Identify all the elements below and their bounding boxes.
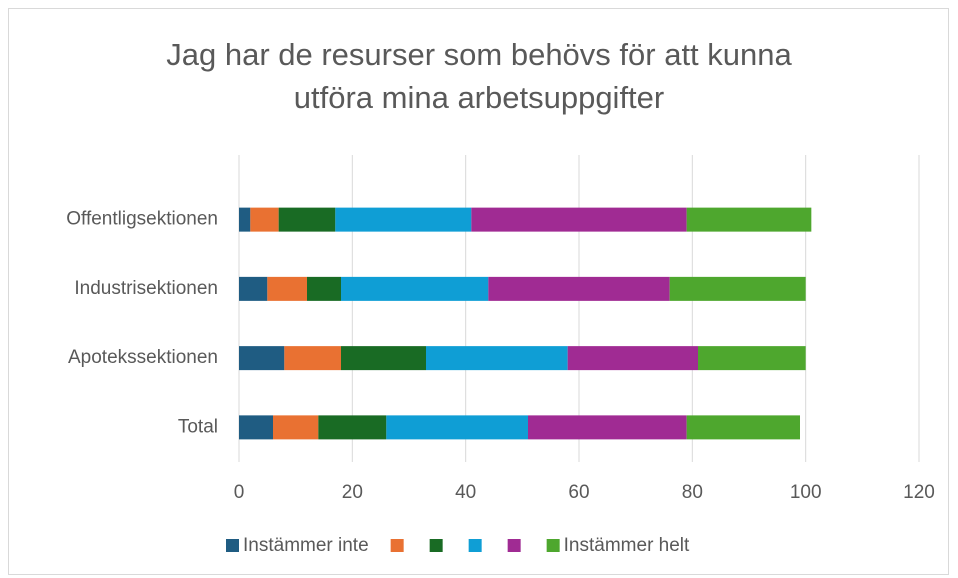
bar-segment bbox=[239, 346, 285, 371]
bar-segment bbox=[250, 207, 279, 232]
y-tick-label: Industrisektionen bbox=[74, 278, 218, 299]
bar-segment bbox=[528, 415, 687, 440]
y-tick-label: Offentligsektionen bbox=[66, 209, 218, 230]
bar-segment bbox=[267, 276, 307, 301]
x-tick-label: 40 bbox=[455, 482, 476, 503]
bar-segment bbox=[239, 415, 273, 440]
bar-segment bbox=[278, 207, 336, 232]
x-tick-label: 100 bbox=[790, 482, 822, 503]
bar-segment bbox=[669, 276, 806, 301]
bar-segment bbox=[273, 415, 319, 440]
bar-segment bbox=[318, 415, 387, 440]
bar-segment bbox=[567, 346, 698, 371]
legend-swatch bbox=[429, 539, 443, 552]
chart-frame bbox=[8, 8, 949, 575]
bar-segment bbox=[471, 207, 687, 232]
bar-segment bbox=[386, 415, 528, 440]
x-tick-label: 0 bbox=[234, 482, 245, 503]
bar-segment bbox=[284, 346, 341, 371]
x-tick-label: 120 bbox=[903, 482, 935, 503]
bar-segment bbox=[239, 276, 268, 301]
legend-swatch bbox=[468, 539, 482, 552]
legend-swatch bbox=[546, 539, 560, 552]
legend-label: Instämmer inte bbox=[243, 535, 369, 556]
y-tick-label: Total bbox=[178, 416, 218, 437]
x-tick-label: 80 bbox=[682, 482, 703, 503]
x-tick-label: 20 bbox=[342, 482, 363, 503]
chart-title: Jag har de resurser som behövs för att k… bbox=[166, 37, 792, 115]
legend-label: Instämmer helt bbox=[564, 535, 690, 556]
bar-segment bbox=[239, 207, 251, 232]
bar-segment bbox=[335, 207, 472, 232]
legend-swatch bbox=[507, 539, 521, 552]
y-tick-label: Apotekssektionen bbox=[68, 347, 218, 368]
bar-segment bbox=[686, 415, 800, 440]
bar-segment bbox=[488, 276, 670, 301]
x-tick-label: 60 bbox=[568, 482, 589, 503]
bar-segment bbox=[341, 276, 489, 301]
bar-segment bbox=[341, 346, 426, 371]
bar-segment bbox=[698, 346, 806, 371]
legend-swatch bbox=[226, 539, 239, 552]
bar-segment bbox=[426, 346, 568, 371]
bar-segment bbox=[686, 207, 812, 232]
bar-segment bbox=[307, 276, 341, 301]
legend-swatch bbox=[390, 539, 404, 552]
